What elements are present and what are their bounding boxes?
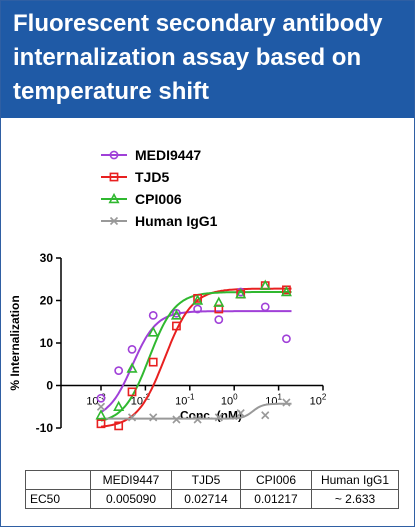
- y-axis-label: % Internalization: [8, 295, 22, 390]
- table-cell: 0.02714: [171, 489, 241, 509]
- y-tick-label: 10: [40, 336, 54, 350]
- data-point: [95, 409, 107, 420]
- table-header-cell: CPI006: [240, 470, 312, 490]
- legend-marker: [109, 150, 119, 160]
- data-point: [259, 279, 271, 290]
- legend-label: TJD5: [135, 169, 169, 185]
- data-point: [126, 362, 138, 373]
- data-point: [148, 310, 158, 320]
- data-point: [282, 398, 291, 407]
- data-point: [213, 296, 225, 307]
- y-tick-label: 20: [40, 294, 54, 308]
- y-tick-label: 30: [40, 251, 54, 265]
- data-point: [193, 304, 203, 314]
- table-header-cell: Human IgG1: [311, 470, 399, 490]
- y-tick-label: -10: [36, 421, 54, 435]
- x-tick-label: 100: [221, 393, 238, 408]
- data-point: [96, 419, 106, 429]
- table-row-label: EC50: [25, 489, 91, 509]
- legend-marker: [109, 172, 119, 182]
- data-point: [113, 400, 125, 411]
- slide-header: Fluorescent secondary antibody internali…: [1, 1, 414, 118]
- data-point: [236, 409, 245, 418]
- table-cell: 0.005090: [90, 489, 172, 509]
- table-row: EC50 0.005090 0.02714 0.01217 ~ 2.633: [25, 489, 399, 509]
- ec50-table: MEDI9447 TJD5 CPI006 Human IgG1 EC50 0.0…: [25, 470, 399, 509]
- fit-curve: [100, 310, 292, 413]
- data-point: [280, 285, 292, 297]
- table-header-cell: [25, 470, 91, 490]
- data-point: [149, 413, 158, 422]
- data-point: [235, 288, 247, 299]
- data-point: [172, 321, 181, 331]
- slide-title: Fluorescent secondary antibody internali…: [13, 10, 383, 105]
- y-tick-label: 0: [46, 379, 53, 393]
- data-point: [214, 315, 224, 325]
- data-point: [148, 357, 158, 367]
- data-point: [127, 387, 137, 397]
- table-header-cell: TJD5: [171, 470, 241, 490]
- legend-label: CPI006: [135, 191, 182, 207]
- data-point: [127, 344, 137, 354]
- data-point: [214, 413, 223, 422]
- x-tick-label: 10-1: [175, 393, 195, 408]
- data-point: [127, 413, 137, 422]
- legend-label: MEDI9447: [135, 147, 201, 163]
- data-point: [96, 402, 106, 411]
- data-point: [170, 309, 182, 320]
- x-tick-label: 10-3: [86, 393, 106, 408]
- table-header-row: MEDI9447 TJD5 CPI006 Human IgG1: [25, 470, 399, 490]
- data-point: [114, 421, 124, 431]
- data-point: [192, 294, 204, 305]
- x-axis-label: Conc. (nM): [180, 409, 242, 423]
- data-point: [172, 415, 181, 424]
- data-point: [282, 334, 291, 344]
- legend-marker: [109, 216, 119, 226]
- data-point: [147, 326, 159, 337]
- data-point: [260, 302, 270, 312]
- data-point: [96, 393, 106, 403]
- data-point: [114, 366, 124, 376]
- legend-marker: [108, 192, 120, 204]
- table-cell: ~ 2.633: [311, 489, 399, 509]
- legend-label: Human IgG1: [135, 213, 218, 229]
- data-point: [193, 415, 202, 424]
- table-header-cell: MEDI9447: [90, 470, 172, 490]
- x-tick-label: 102: [310, 393, 327, 408]
- table-cell: 0.01217: [240, 489, 312, 509]
- data-point: [261, 411, 270, 420]
